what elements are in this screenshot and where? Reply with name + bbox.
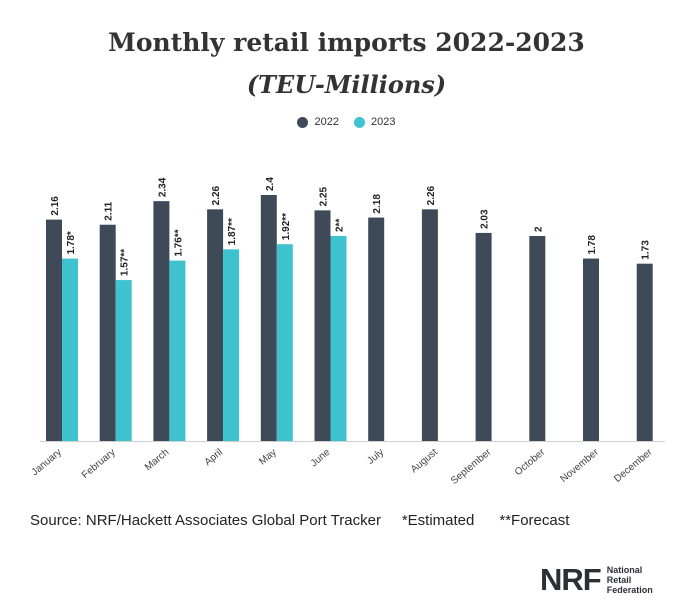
- source-note: Source: NRF/Hackett Associates Global Po…: [30, 512, 569, 529]
- x-tick-label-june: June: [309, 447, 333, 470]
- data-label-2022-april: 2.26: [211, 185, 222, 205]
- data-label-2022-october: 2: [533, 226, 544, 232]
- bar-2023-march: [169, 260, 186, 441]
- data-label-2023-june: 2**: [335, 219, 346, 232]
- bar-2023-april: [223, 249, 240, 441]
- x-tick-label-november: November: [559, 446, 602, 485]
- bar-2022-march: [153, 201, 170, 441]
- data-label-2022-may: 2.4: [265, 177, 276, 191]
- x-tick-label-february: February: [80, 447, 118, 481]
- data-label-2023-february: 1.57**: [120, 249, 131, 276]
- chart-subtitle: (TEU-Millions): [246, 70, 447, 99]
- x-tick-label-july: July: [365, 447, 386, 467]
- bar-2022-may: [260, 195, 277, 441]
- bar-chart: 2.16 1.78* January 2.11 1.57** February 2.34 1.…: [30, 177, 665, 487]
- x-tick-label-october: October: [513, 446, 548, 478]
- data-label-2022-march: 2.34: [157, 177, 168, 197]
- logo-line-1: National: [606, 565, 643, 575]
- bar-2022-january: [46, 219, 62, 441]
- bar-2022-september: [475, 232, 492, 441]
- bar-2022-april: [207, 209, 224, 441]
- bar-2023-may: [276, 244, 293, 441]
- logo-line-2: Retail: [606, 575, 632, 585]
- data-label-2022-august: 2.26: [426, 185, 437, 205]
- x-tick-label-may: May: [257, 447, 279, 468]
- logo-mark: NRF: [540, 562, 602, 597]
- logo-text: National Retail Federation: [607, 565, 653, 595]
- legend-swatch-2022: [297, 116, 309, 128]
- bar-2023-february: [115, 280, 132, 441]
- estimated-note: *Estimated: [401, 512, 475, 529]
- legend-item-2022: 2022: [297, 116, 339, 128]
- bar-2022-august: [421, 209, 438, 441]
- logo-line-3: Federation: [606, 585, 653, 595]
- x-tick-label-april: April: [203, 447, 225, 468]
- forecast-note: **Forecast: [499, 512, 570, 529]
- data-label-2023-may: 1.92**: [281, 213, 292, 240]
- bar-2023-january: [62, 258, 78, 441]
- x-tick-label-march: March: [143, 447, 171, 473]
- bar-2022-june: [314, 210, 331, 441]
- bar-2022-november: [583, 258, 599, 441]
- legend-swatch-2023: [354, 116, 366, 128]
- data-label-2023-april: 1.87**: [227, 218, 238, 245]
- bar-2022-december: [636, 263, 653, 441]
- data-label-2022-november: 1.78: [587, 235, 598, 255]
- data-label-2022-january: 2.16: [50, 196, 61, 216]
- x-tick-label-january: January: [30, 447, 64, 478]
- source-text: Source: NRF/Hackett Associates Global Po…: [30, 512, 381, 529]
- data-label-2022-february: 2.11: [104, 201, 115, 220]
- data-label-2022-june: 2.25: [319, 186, 330, 206]
- bar-2022-july: [368, 217, 385, 441]
- data-label-2023-january: 1.78*: [66, 231, 77, 254]
- data-label-2022-july: 2.18: [372, 194, 383, 214]
- nrf-logo: NRF National Retail Federation: [540, 562, 653, 597]
- x-tick-label-december: December: [612, 446, 655, 485]
- data-label-2022-december: 1.73: [641, 240, 652, 260]
- bar-2022-february: [99, 224, 116, 441]
- bar-2023-june: [330, 236, 347, 441]
- legend-item-2023: 2023: [354, 116, 396, 128]
- data-label-2023-march: 1.76**: [173, 229, 184, 256]
- x-tick-label-august: August: [409, 447, 440, 476]
- x-tick-label-september: September: [449, 446, 494, 486]
- bar-2022-october: [529, 236, 546, 441]
- legend: 2022 2023: [0, 116, 693, 131]
- chart-title: Monthly retail imports 2022-2023: [108, 28, 585, 57]
- legend-label-2022: 2022: [314, 116, 339, 128]
- data-label-2022-september: 2.03: [480, 209, 491, 229]
- legend-label-2023: 2023: [371, 116, 396, 128]
